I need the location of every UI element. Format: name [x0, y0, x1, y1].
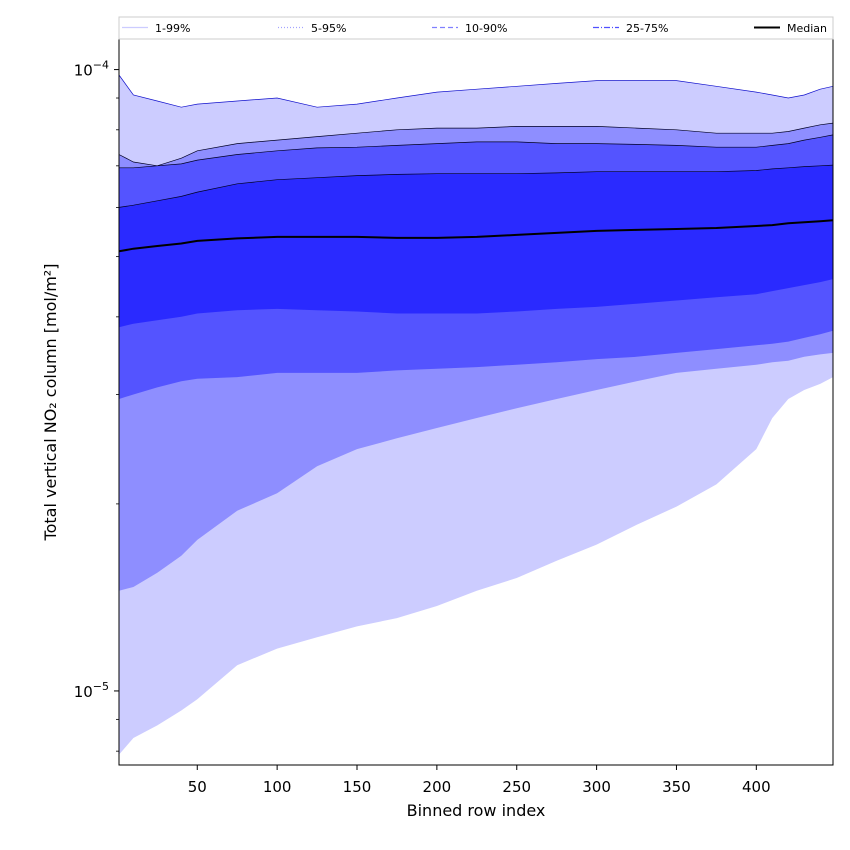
band-upper-edge — [119, 164, 833, 208]
x-axis-label: Binned row index — [407, 801, 546, 820]
x-tick-label: 100 — [263, 778, 292, 796]
legend-label: 25-75% — [626, 22, 668, 35]
x-axis: 50 100 150 200 250 300 350 400 — [188, 765, 771, 796]
x-tick-label: 200 — [423, 778, 452, 796]
bands-layer — [119, 74, 833, 755]
x-tick-label: 400 — [742, 778, 771, 796]
x-tick-label: 150 — [343, 778, 372, 796]
median-line — [119, 219, 833, 253]
band-upper-edge — [119, 134, 833, 169]
x-tick-label: 300 — [582, 778, 611, 796]
legend-label: 10-90% — [465, 22, 507, 35]
y-axis-label: Total vertical NO₂ column [mol/m²] — [41, 264, 60, 542]
y-tick-label: 10−5 — [74, 680, 109, 701]
band-25-75pct — [119, 165, 833, 328]
y-axis: 10−5 10−4 — [74, 59, 119, 752]
band-upper-edge — [119, 122, 833, 167]
y-tick-label: 10−4 — [74, 59, 109, 80]
band-upper-edge — [119, 74, 833, 108]
legend-box — [118, 16, 834, 40]
x-tick-label: 250 — [502, 778, 531, 796]
x-tick-label: 350 — [662, 778, 691, 796]
legend-label: Median — [787, 22, 827, 35]
legend-label: 5-95% — [311, 22, 346, 35]
median-layer — [119, 219, 833, 253]
legend-label: 1-99% — [155, 22, 190, 35]
legend: 1-99% 5-95% 10-90% 25-75% Median — [118, 16, 834, 40]
x-tick-label: 50 — [188, 778, 207, 796]
